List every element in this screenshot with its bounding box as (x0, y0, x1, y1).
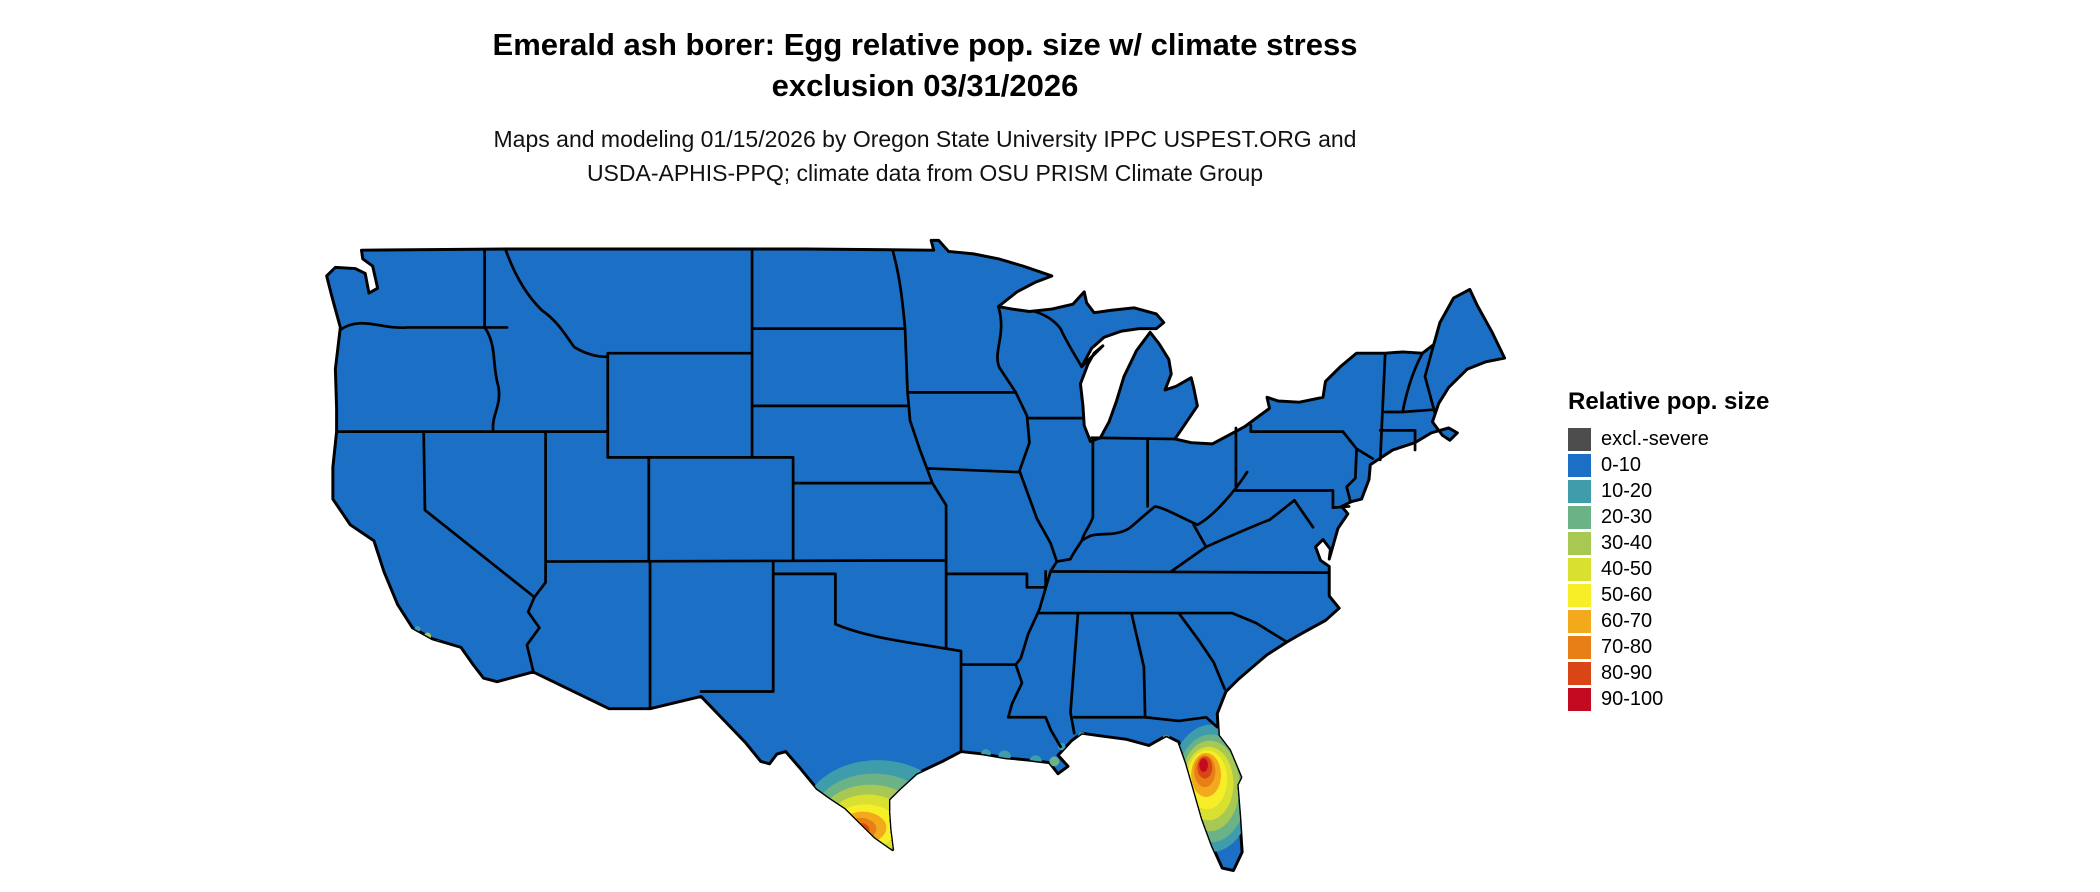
legend-label: 20-30 (1601, 506, 1653, 528)
legend-swatch (1568, 532, 1591, 555)
legend-swatch (1568, 454, 1591, 477)
map-subtitle-line2: USDA-APHIS-PPQ; climate data from OSU PR… (586, 160, 1264, 186)
us-map-svg (325, 238, 1507, 872)
map-subtitle-line1: Maps and modeling 01/15/2026 by Oregon S… (493, 126, 1357, 152)
legend-row: 50-60 (1568, 584, 1828, 607)
legend-row: 60-70 (1568, 610, 1828, 633)
legend-label: 30-40 (1601, 532, 1653, 554)
legend-label: 10-20 (1601, 480, 1653, 502)
legend-row: 80-90 (1568, 662, 1828, 685)
legend-row: excl.-severe (1568, 428, 1828, 451)
legend-row: 90-100 (1568, 688, 1828, 711)
legend-swatch (1568, 506, 1591, 529)
legend-row: 20-30 (1568, 506, 1828, 529)
legend-row: 70-80 (1568, 636, 1828, 659)
legend-swatch (1568, 480, 1591, 503)
legend-row: 0-10 (1568, 454, 1828, 477)
map-title-line2: exclusion 03/31/2026 (771, 68, 1079, 103)
us-map (308, 222, 1527, 884)
legend-swatch (1568, 636, 1591, 659)
map-subtitle: Maps and modeling 01/15/2026 by Oregon S… (330, 122, 1520, 190)
legend-label: 50-60 (1601, 584, 1653, 606)
legend-row: 40-50 (1568, 558, 1828, 581)
legend-row: 30-40 (1568, 532, 1828, 555)
us-landmass (325, 238, 1507, 872)
legend-swatch (1568, 428, 1591, 451)
legend-swatch (1568, 688, 1591, 711)
legend-swatch (1568, 662, 1591, 685)
legend: Relative pop. size excl.-severe 0-10 10-20… (1568, 388, 1828, 714)
legend-label: 60-70 (1601, 610, 1653, 632)
legend-label: 40-50 (1601, 558, 1653, 580)
legend-label: 70-80 (1601, 636, 1653, 658)
legend-title: Relative pop. size (1568, 388, 1770, 415)
legend-row: 10-20 (1568, 480, 1828, 503)
state-borders (335, 248, 1437, 752)
map-title: Emerald ash borer: Egg relative pop. siz… (330, 24, 1520, 106)
legend-label: 90-100 (1601, 688, 1664, 710)
legend-swatch (1568, 584, 1591, 607)
legend-label: excl.-severe (1601, 428, 1709, 450)
legend-swatch (1568, 610, 1591, 633)
legend-swatch (1568, 558, 1591, 581)
map-title-line1: Emerald ash borer: Egg relative pop. siz… (492, 27, 1358, 62)
legend-label: 0-10 (1601, 454, 1642, 476)
legend-label: 80-90 (1601, 662, 1653, 684)
legend-rows: excl.-severe 0-10 10-20 20-30 30-40 40-50 50-6… (1568, 428, 1828, 711)
